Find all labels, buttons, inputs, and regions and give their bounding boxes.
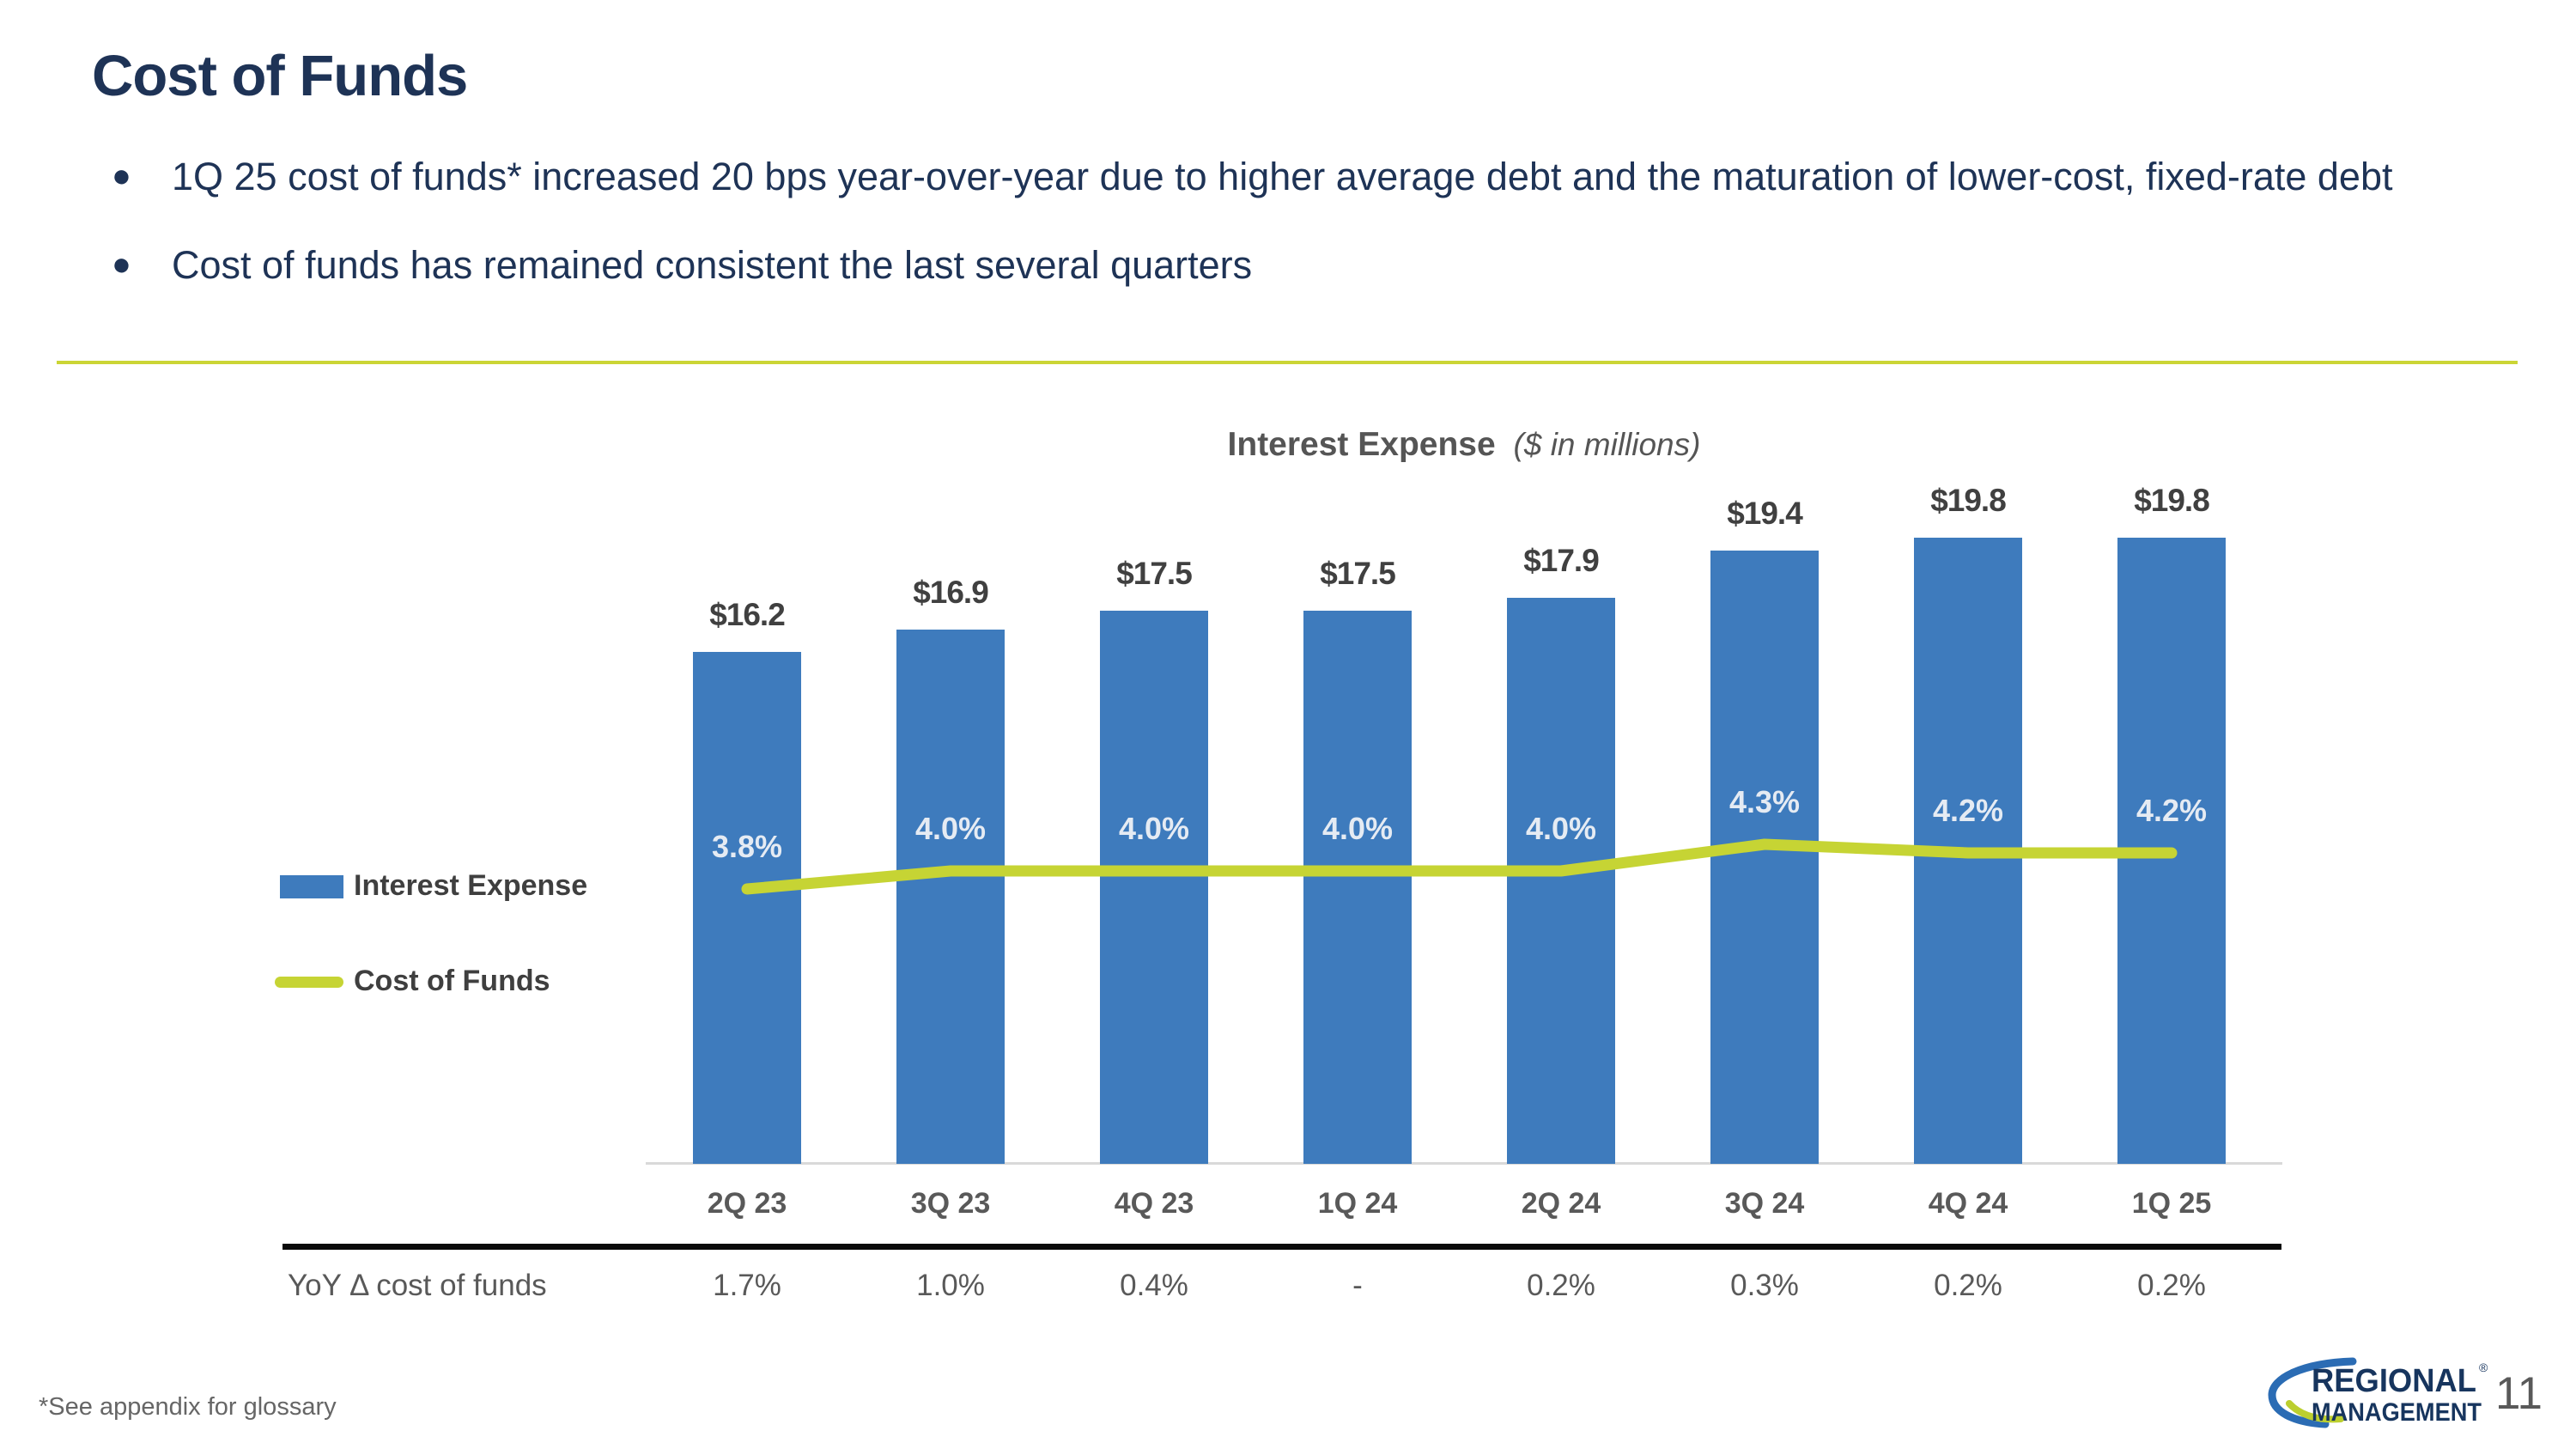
bullet-item: ● Cost of funds has remained consistent … — [112, 240, 2490, 290]
legend-bar-swatch — [280, 875, 343, 898]
bar-1q-24 — [1303, 611, 1412, 1164]
table-top-border — [283, 1244, 2281, 1250]
bar-2q-24 — [1507, 598, 1615, 1164]
logo-text-management: MANAGEMENT — [2312, 1398, 2482, 1427]
x-axis-label-1q-25: 1Q 25 — [2131, 1187, 2212, 1220]
line-point-label-3q-23: 4.0% — [914, 811, 987, 846]
line-point-label-4q-23: 4.0% — [1118, 811, 1190, 846]
accent-divider-line — [57, 361, 2518, 364]
page-number: 11 — [2495, 1368, 2543, 1419]
footnote: *See appendix for glossary — [39, 1393, 337, 1421]
table-value-3q-23: 1.0% — [916, 1269, 985, 1302]
x-axis-label-1q-24: 1Q 24 — [1317, 1187, 1398, 1220]
logo-text-regional: REGIONAL — [2312, 1363, 2476, 1399]
line-point-label-4q-24: 4.2% — [1932, 793, 2004, 828]
table-value-3q-24: 0.3% — [1730, 1269, 1799, 1302]
bar-4q-23 — [1100, 611, 1208, 1164]
table-value-2q-23: 1.7% — [713, 1269, 781, 1302]
logo-swoosh-blue-icon — [2268, 1357, 2357, 1428]
page-title: Cost of Funds — [92, 44, 468, 108]
bar-value-label-1q-25: $19.8 — [2134, 483, 2210, 518]
bullet-text: Cost of funds has remained consistent th… — [172, 243, 1253, 288]
logo-swoosh-green-icon — [2286, 1400, 2344, 1423]
bar-value-label-3q-24: $19.4 — [1727, 496, 1803, 531]
table-value-1q-24: - — [1352, 1269, 1363, 1302]
x-axis-label-4q-23: 4Q 23 — [1114, 1187, 1194, 1220]
table-value-4q-24: 0.2% — [1934, 1269, 2002, 1302]
line-point-label-2q-24: 4.0% — [1525, 811, 1597, 846]
legend-line-swatch — [275, 977, 343, 988]
x-axis-label-4q-24: 4Q 24 — [1928, 1187, 2008, 1220]
legend-label-cost-of-funds: Cost of Funds — [354, 965, 550, 997]
line-point-label-2q-23: 3.8% — [711, 829, 783, 864]
x-axis-label-3q-24: 3Q 24 — [1724, 1187, 1805, 1220]
bullet-text: 1Q 25 cost of funds* increased 20 bps ye… — [172, 155, 2393, 198]
table-value-2q-24: 0.2% — [1527, 1269, 1595, 1302]
bar-value-label-2q-23: $16.2 — [709, 597, 786, 632]
x-axis-line — [646, 1162, 2282, 1165]
line-point-label-3q-24: 4.3% — [1728, 784, 1801, 819]
chart-title-units: ($ in millions) — [1513, 427, 1701, 462]
x-axis-label-2q-24: 2Q 24 — [1521, 1187, 1601, 1220]
bar-4q-24 — [1914, 538, 2022, 1164]
x-axis-label-3q-23: 3Q 23 — [910, 1187, 991, 1220]
bar-value-label-4q-24: $19.8 — [1930, 483, 2007, 518]
bullet-item: ● 1Q 25 cost of funds* increased 20 bps … — [112, 151, 2490, 202]
legend-label-interest-expense: Interest Expense — [354, 869, 588, 902]
bullet-list: ● 1Q 25 cost of funds* increased 20 bps … — [112, 151, 2490, 329]
line-point-label-1q-24: 4.0% — [1321, 811, 1394, 846]
bullet-marker-icon: ● — [112, 158, 131, 194]
logo-registered-mark: ® — [2479, 1361, 2488, 1374]
chart-title: Interest Expense ($ in millions) — [644, 426, 2284, 464]
regional-management-logo: REGIONAL ® MANAGEMENT — [2268, 1357, 2488, 1428]
table-value-1q-25: 0.2% — [2137, 1269, 2206, 1302]
bullet-marker-icon: ● — [112, 247, 131, 283]
x-axis-label-2q-23: 2Q 23 — [707, 1187, 787, 1220]
bar-value-label-4q-23: $17.5 — [1116, 556, 1193, 591]
bar-value-label-1q-24: $17.5 — [1320, 556, 1396, 591]
bar-value-label-2q-24: $17.9 — [1523, 543, 1600, 578]
bar-value-label-3q-23: $16.9 — [913, 575, 989, 610]
bar-1q-25 — [2117, 538, 2226, 1164]
chart-title-main: Interest Expense — [1227, 426, 1496, 463]
table-value-4q-23: 0.4% — [1120, 1269, 1188, 1302]
line-point-label-1q-25: 4.2% — [2136, 793, 2208, 828]
bar-3q-23 — [896, 630, 1005, 1164]
bar-2q-23 — [693, 652, 801, 1164]
table-row-label: YoY Δ cost of funds — [288, 1269, 547, 1302]
bar-3q-24 — [1710, 551, 1819, 1164]
